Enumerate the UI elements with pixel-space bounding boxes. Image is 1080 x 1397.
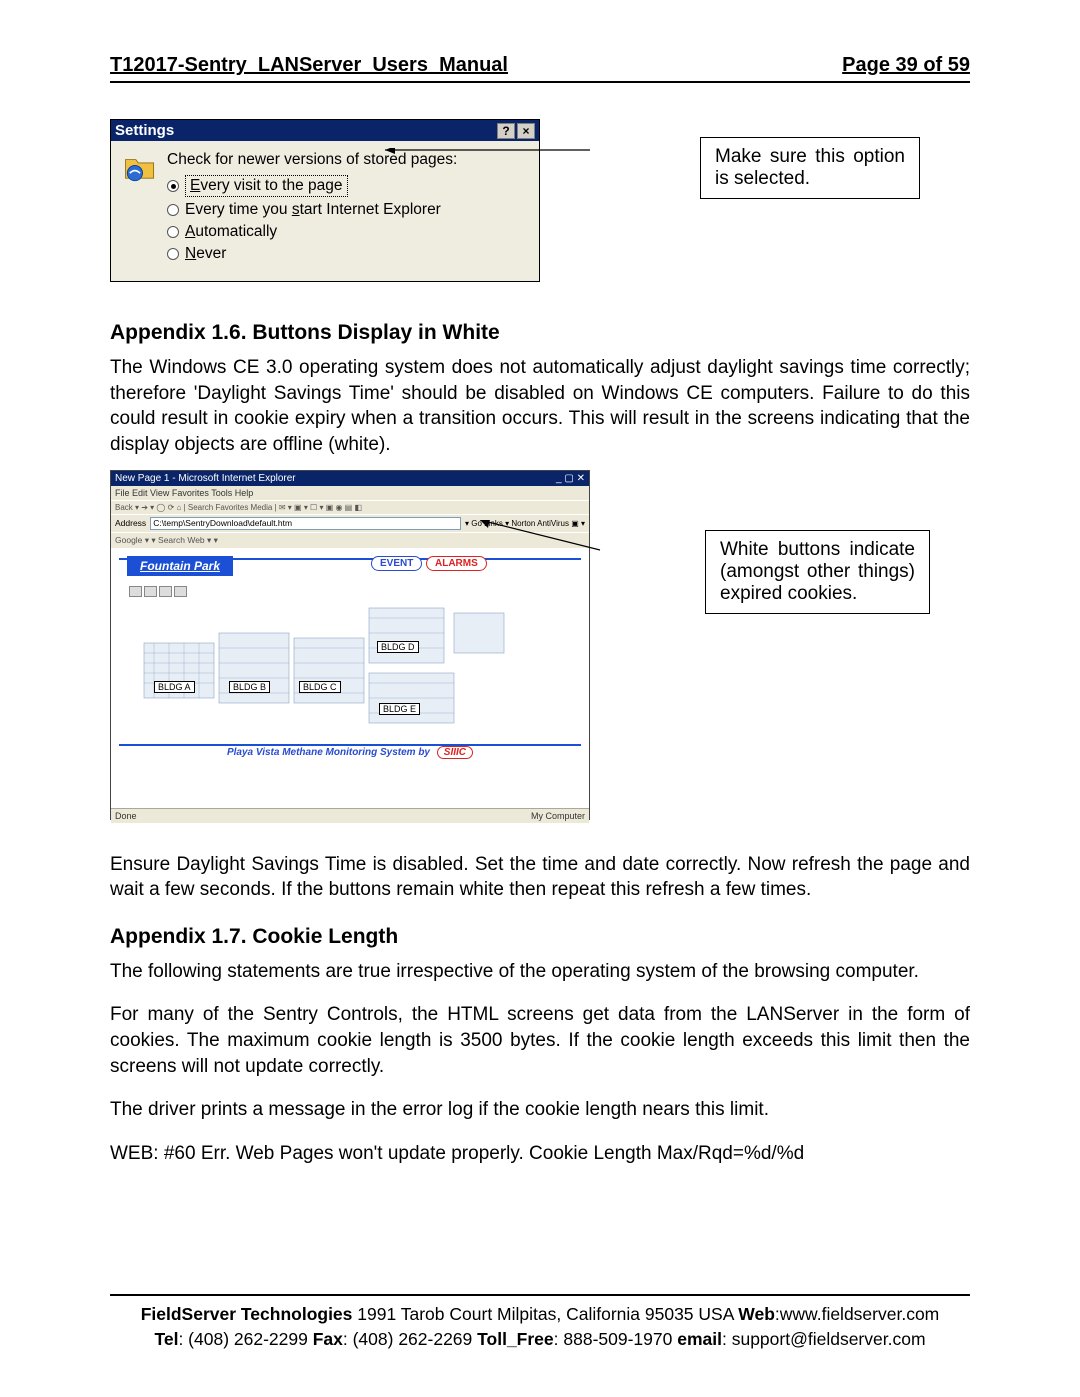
bldg-d-label: BLDG D [377, 641, 419, 653]
figure-browser-window: New Page 1 - Microsoft Internet Explorer… [110, 470, 970, 830]
footer-fax-label: Fax [313, 1329, 343, 1349]
page-number: Page 39 of 59 [842, 54, 970, 77]
browser-content: Fountain Park EVENT ALARMS [111, 548, 589, 808]
bldg-a-label: BLDG A [154, 681, 195, 693]
radio-dot-icon [167, 248, 179, 260]
alarms-button[interactable]: ALARMS [426, 556, 487, 571]
divider-line [119, 744, 581, 746]
siiic-chip: SIIIC [437, 746, 473, 759]
footer-email-label: email [677, 1329, 722, 1349]
appendix-1-6-p1: The Windows CE 3.0 operating system does… [110, 355, 970, 458]
document-page: T12017-Sentry_LANServer_Users_Manual Pag… [0, 0, 1080, 1397]
footer-web-label: Web [738, 1304, 775, 1324]
appendix-1-7-p1: The following statements are true irresp… [110, 959, 970, 985]
mini-icon[interactable] [174, 586, 187, 597]
footer-toll-label: Toll_Free [477, 1329, 554, 1349]
mini-toolbar[interactable] [129, 586, 187, 597]
manual-title: T12017-Sentry_LANServer_Users_Manual [110, 54, 508, 77]
footer-toll: : 888-509-1970 [554, 1329, 678, 1349]
footer-tel: : (408) 262-2299 [178, 1329, 312, 1349]
address-input[interactable] [150, 517, 461, 530]
footer-fax: : (408) 262-2269 [343, 1329, 477, 1349]
page-footer: FieldServer Technologies 1991 Tarob Cour… [110, 1294, 970, 1351]
footer-tel-label: Tel [154, 1329, 178, 1349]
browser-title: New Page 1 - Microsoft Internet Explorer [115, 473, 296, 484]
bldg-b-label: BLDG B [229, 681, 270, 693]
appendix-1-7-heading: Appendix 1.7. Cookie Length [110, 925, 970, 949]
appendix-1-7-p4: WEB: #60 Err. Web Pages won't update pro… [110, 1141, 970, 1167]
address-label: Address [115, 518, 146, 528]
help-button[interactable]: ? [497, 123, 515, 139]
site-title: Fountain Park [127, 556, 233, 576]
callout-white-buttons: White buttons indicate (amongst other th… [705, 530, 930, 614]
callout-leader [385, 178, 575, 179]
mini-icon[interactable] [144, 586, 157, 597]
event-button[interactable]: EVENT [371, 556, 422, 571]
appendix-1-7-p3: The driver prints a message in the error… [110, 1097, 970, 1123]
footer-address: 1991 Tarob Court Milpitas, California 95… [352, 1304, 738, 1324]
caption-text: Playa Vista Methane Monitoring System by [227, 747, 430, 758]
bldg-e-label: BLDG E [379, 703, 420, 715]
browser-toolbar[interactable]: Back ▾ ➔ ▾ ◯ ⟳ ⌂ | Search Favorites Medi… [111, 500, 589, 514]
browser-menubar[interactable]: File Edit View Favorites Tools Help [111, 486, 589, 500]
radio-every-start[interactable]: Every time you start Internet Explorer [167, 201, 457, 219]
close-button[interactable]: × [517, 123, 535, 139]
appendix-1-7-p2: For many of the Sentry Controls, the HTM… [110, 1002, 970, 1079]
status-left: Done [115, 811, 137, 821]
footer-company: FieldServer Technologies [141, 1304, 353, 1324]
radio-label: very visit to the page [200, 177, 342, 194]
figure-settings-dialog: Settings ? × Check for newer versions of… [110, 119, 970, 299]
folder-ie-icon [123, 151, 157, 185]
browser-titlebar: New Page 1 - Microsoft Internet Explorer… [111, 471, 589, 486]
settings-dialog-window: Settings ? × Check for newer versions of… [110, 119, 540, 282]
dialog-title: Settings [115, 122, 174, 139]
para-after-fig2: Ensure Daylight Savings Time is disabled… [110, 852, 970, 903]
mini-icon[interactable] [129, 586, 142, 597]
floorplan-map: BLDG A BLDG B BLDG C BLDG D BLDG E [129, 603, 579, 743]
bldg-c-label: BLDG C [299, 681, 341, 693]
page-header: T12017-Sentry_LANServer_Users_Manual Pag… [110, 54, 970, 83]
callout-selected-option: Make sure this option is selected. [700, 137, 920, 199]
status-right: My Computer [531, 811, 585, 821]
radio-dot-icon [167, 226, 179, 238]
radio-dot-icon [167, 180, 179, 192]
radio-dot-icon [167, 204, 179, 216]
dialog-titlebar: Settings ? × [111, 120, 539, 141]
radio-never[interactable]: Never [167, 245, 457, 263]
footer-web: :www.fieldserver.com [775, 1304, 939, 1324]
caption-line: Playa Vista Methane Monitoring System by… [111, 747, 589, 758]
browser-statusbar: Done My Computer [111, 808, 589, 823]
radio-automatically[interactable]: Automatically [167, 223, 457, 241]
mini-icon[interactable] [159, 586, 172, 597]
window-controls-icon[interactable]: _ ▢ ✕ [556, 473, 585, 484]
appendix-1-6-heading: Appendix 1.6. Buttons Display in White [110, 321, 970, 345]
footer-email: : support@fieldserver.com [722, 1329, 926, 1349]
